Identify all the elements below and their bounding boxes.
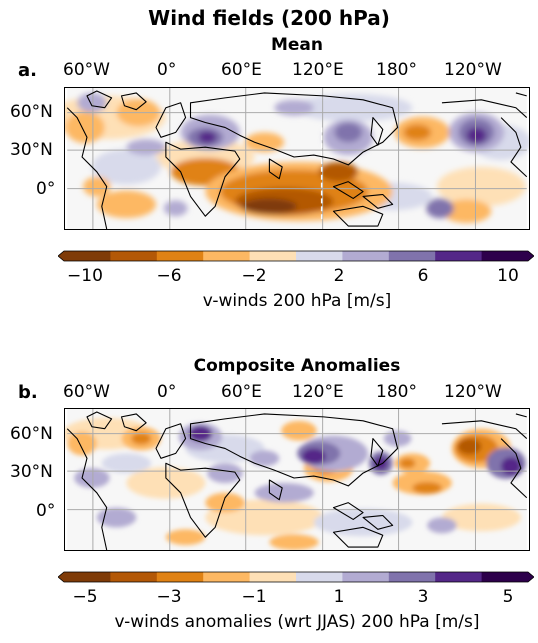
panel-b-lon-tick-120w: 120°W <box>444 382 502 402</box>
panel-b-map <box>64 408 530 551</box>
panel-a-cbar-tick-6: 6 <box>417 266 429 286</box>
panel-b-colorbar-segment-1 <box>110 572 158 582</box>
panel-a-colorbar-outline <box>58 250 534 262</box>
panel-a-cbar-tick-2: 2 <box>333 266 345 286</box>
panel-a-colorbar-segment-3 <box>203 251 251 261</box>
panel-b-colorbar-segment-4 <box>249 572 297 582</box>
panel-b-lon-tick-60w: 60°W <box>63 382 110 402</box>
panel-b-colorbar <box>58 571 534 583</box>
panel-a-cbar-tick-10: 10 <box>497 266 519 286</box>
panel-a-lat-tick-60n: 60°N <box>10 102 53 122</box>
panel-a-lon-tick-120w: 120°W <box>444 60 502 80</box>
panel-b-colorbar-segment-8 <box>435 572 483 582</box>
panel-b-colorbar-outline <box>58 571 534 583</box>
panel-a-colorbar-segment-8 <box>435 251 483 261</box>
panel-a-colorbar-extend-min <box>58 251 64 261</box>
panel-b-lat-tick-60n: 60°N <box>10 424 53 444</box>
panel-a-lon-tick-180: 180° <box>376 60 417 80</box>
panel-b-colorbar-segment-0 <box>64 572 111 582</box>
panel-b-colorbar-extend-min <box>58 572 64 582</box>
panel-a-colorbar-segment-1 <box>110 251 158 261</box>
panel-a-colorbar <box>58 250 534 262</box>
panel-a-colorbar-segment-2 <box>156 251 204 261</box>
panel-a-colorbar-segment-6 <box>342 251 390 261</box>
panel-a-lat-tick-30n: 30°N <box>10 140 53 160</box>
panel-a-colorbar-segment-0 <box>64 251 111 261</box>
panel-b-title: Composite Anomalies <box>193 356 401 376</box>
panel-a-lon-tick-0: 0° <box>157 60 177 80</box>
panel-b-lat-tick-0: 0° <box>36 501 56 521</box>
panel-b-colorbar-segment-6 <box>342 572 390 582</box>
panel-b-cbar-tick-neg3: −3 <box>156 587 182 607</box>
panel-b-label: b. <box>18 382 38 403</box>
panel-a-cbar-tick-neg2: −2 <box>241 266 267 286</box>
panel-b-map-svg <box>65 409 528 550</box>
figure-title: Wind fields (200 hPa) <box>148 6 390 30</box>
panel-b-cbar-tick-1: 1 <box>333 587 345 607</box>
panel-b-lon-tick-0: 0° <box>157 382 177 402</box>
panel-a-colorbar-segment-4 <box>249 251 297 261</box>
panel-b-cbar-tick-3: 3 <box>417 587 429 607</box>
panel-a-cbar-label: v-winds 200 hPa [m/s] <box>202 291 392 311</box>
panel-a-cbar-tick-neg6: −6 <box>156 266 182 286</box>
panel-a-colorbar-segment-5 <box>296 251 343 261</box>
panel-a-lon-tick-120e: 120°E <box>292 60 344 80</box>
panel-b-lat-tick-30n: 30°N <box>10 462 53 482</box>
panel-a-cbar-tick-neg10: −10 <box>67 266 103 286</box>
panel-a-lat-tick-0: 0° <box>36 179 56 199</box>
panel-b-cbar-tick-neg5: −5 <box>72 587 98 607</box>
panel-b-colorbar-segment-2 <box>156 572 204 582</box>
panel-b-colorbar-extend-max <box>528 572 534 582</box>
panel-a-colorbar-segment-7 <box>388 251 436 261</box>
panel-a-lon-tick-60w: 60°W <box>63 60 110 80</box>
panel-b-lon-tick-60e: 60°E <box>221 382 262 402</box>
panel-b-cbar-tick-5: 5 <box>502 587 514 607</box>
panel-a-lon-tick-60e: 60°E <box>221 60 262 80</box>
panel-a-colorbar-segments <box>58 250 534 262</box>
panel-b-colorbar-segment-3 <box>203 572 251 582</box>
panel-b-cbar-label: v-winds anomalies (wrt JJAS) 200 hPa [m/… <box>114 612 480 632</box>
panel-a-title: Mean <box>270 35 324 55</box>
panel-b-lon-tick-120e: 120°E <box>292 382 344 402</box>
panel-a-colorbar-extend-max <box>528 251 534 261</box>
panel-b-colorbar-segments <box>58 571 534 583</box>
panel-a-label: a. <box>18 60 37 81</box>
panel-b-colorbar-segment-7 <box>388 572 436 582</box>
panel-b-cbar-tick-neg1: −1 <box>241 587 267 607</box>
panel-b-colorbar-segment-9 <box>481 572 529 582</box>
panel-a-map <box>64 87 530 230</box>
panel-a-map-svg <box>65 88 529 229</box>
panel-b-lon-tick-180: 180° <box>376 382 417 402</box>
panel-a-colorbar-segment-9 <box>481 251 529 261</box>
panel-b-colorbar-segment-5 <box>296 572 343 582</box>
